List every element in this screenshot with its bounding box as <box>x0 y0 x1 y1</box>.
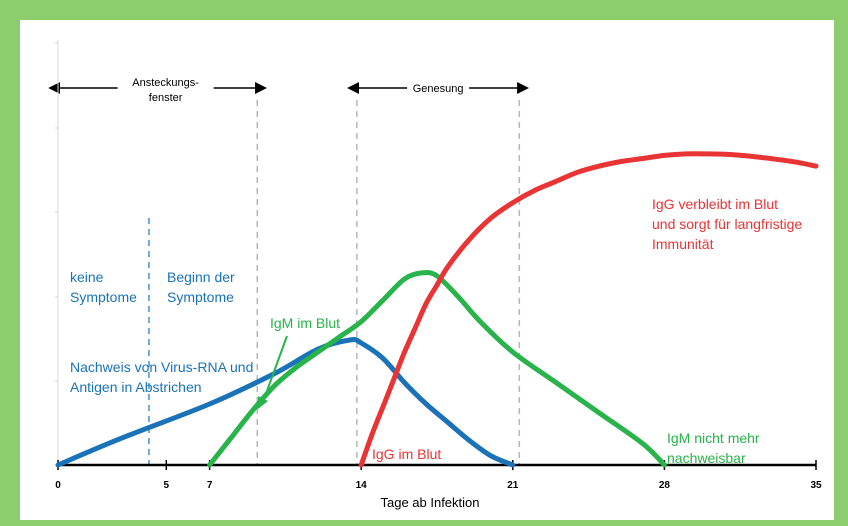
annotation-igm-gone-2: nachweisbar <box>667 450 746 466</box>
phase-label-1-line1: Genesung <box>413 83 464 95</box>
annotation-igg-blood: IgG im Blut <box>372 446 441 462</box>
x-tick-label-3: 14 <box>356 480 368 491</box>
annotation-igg-long-3: Immunität <box>652 236 714 252</box>
x-tick-label-6: 35 <box>810 480 822 491</box>
annotation-igg-long-2: und sorgt für langfristige <box>652 216 802 232</box>
x-tick-label-4: 21 <box>507 480 519 491</box>
phase-label-bg-0 <box>117 74 214 104</box>
phase-label-0-line2: fenster <box>149 92 183 104</box>
annotation-igm-pointer-head <box>258 396 268 409</box>
annotation-igm-gone-1: IgM nicht mehr <box>667 430 760 446</box>
annotation-no-symptoms-1: keine <box>70 269 104 285</box>
x-tick-label-0: 0 <box>55 480 61 491</box>
x-axis-title: Tage ab Infektion <box>380 495 479 510</box>
series-line-1 <box>207 270 667 468</box>
phase-label-bg-1 <box>407 74 470 90</box>
annotation-virus-2: Antigen in Abstrichen <box>70 379 202 395</box>
annotation-onset-2: Symptome <box>167 289 234 305</box>
x-tick-label-1: 5 <box>164 480 170 491</box>
phase-label-0-line1: Ansteckungs- <box>132 77 199 89</box>
x-tick-label-2: 7 <box>207 480 213 491</box>
annotation-virus-1: Nachweis von Virus-RNA und <box>70 359 253 375</box>
annotation-igm-blood: IgM im Blut <box>270 315 340 331</box>
annotation-onset-1: Beginn der <box>167 269 235 285</box>
x-tick-label-5: 28 <box>659 480 671 491</box>
series-line-0 <box>55 337 516 468</box>
annotation-igg-long-1: IgG verbleibt im Blut <box>652 196 778 212</box>
annotation-no-symptoms-2: Symptome <box>70 289 137 305</box>
series-line-2 <box>358 151 819 468</box>
annotation-igm-pointer <box>262 335 288 403</box>
